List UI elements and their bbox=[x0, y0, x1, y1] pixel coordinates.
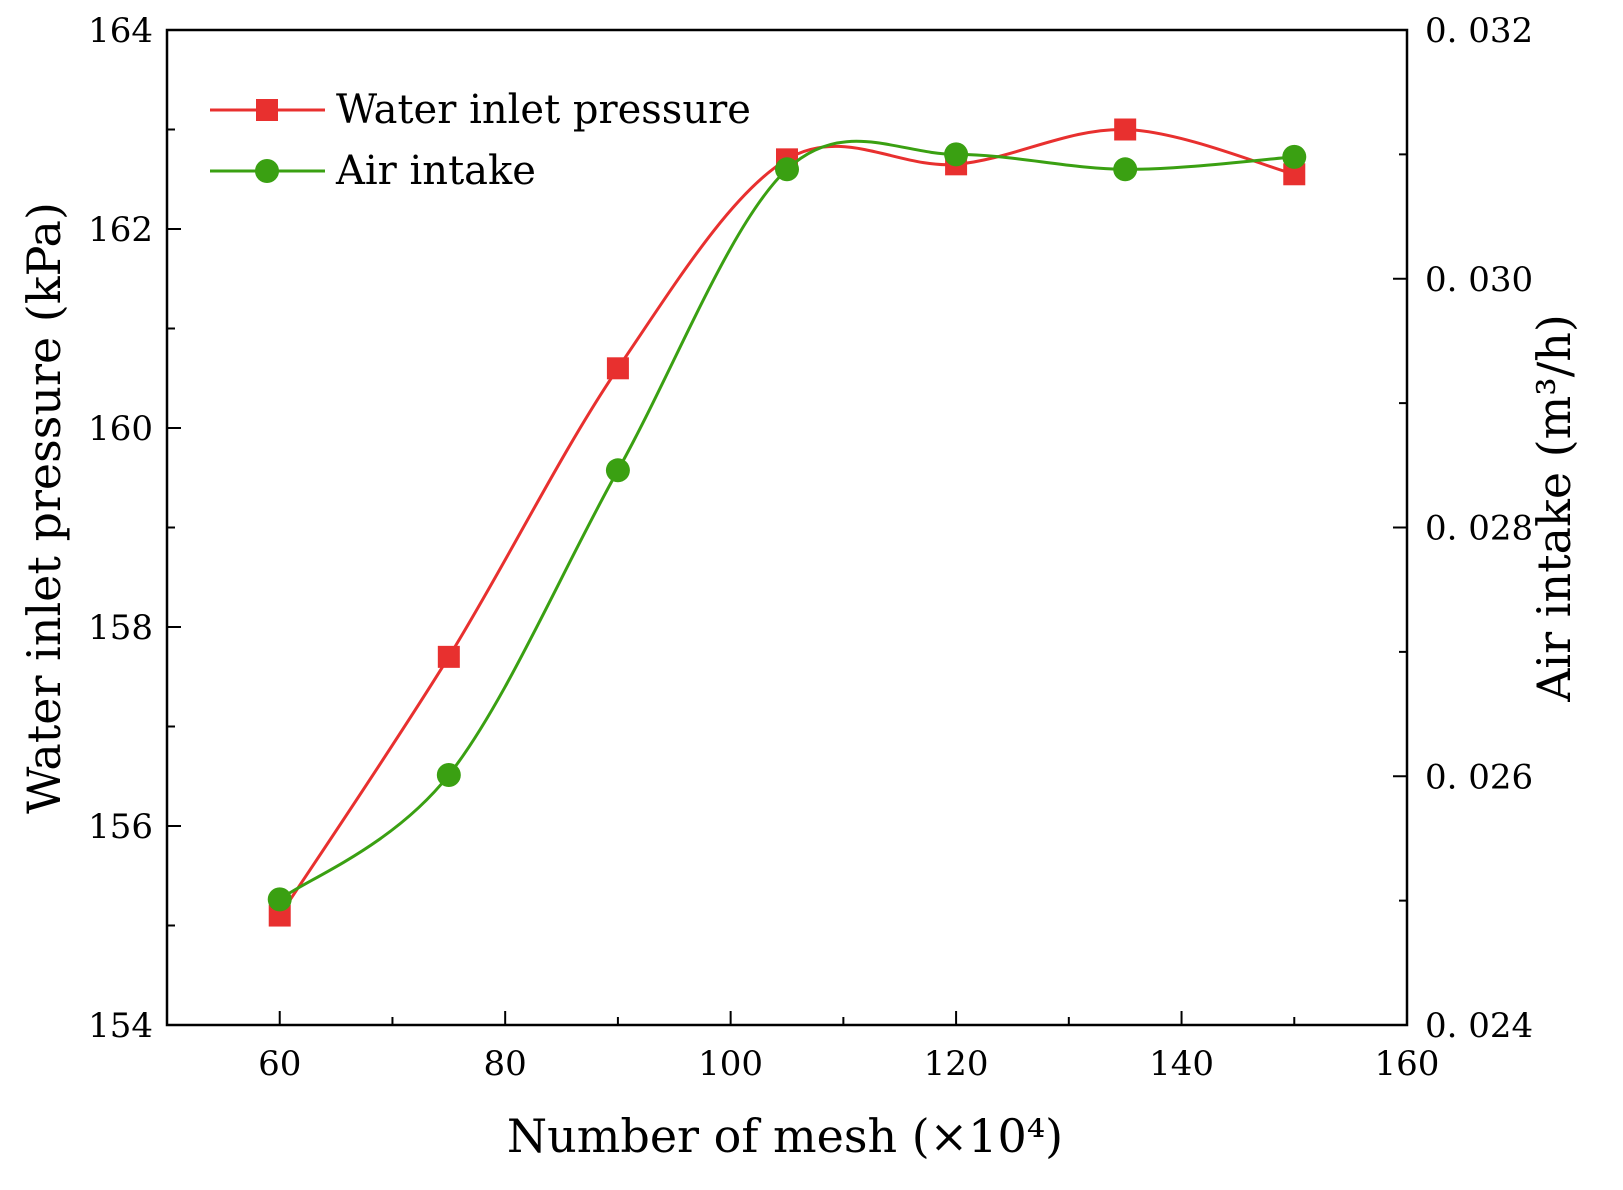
y-right-tick-label: 0. 030 bbox=[1425, 260, 1533, 300]
data-point-circle bbox=[605, 458, 630, 483]
data-point-square bbox=[437, 645, 460, 668]
legend-label: Air intake bbox=[335, 148, 536, 194]
y-right-tick-label: 0. 032 bbox=[1425, 11, 1533, 51]
data-point-square bbox=[606, 357, 629, 380]
data-point-square bbox=[1114, 118, 1137, 141]
series-line bbox=[278, 139, 1295, 901]
legend-marker-circle bbox=[255, 159, 279, 183]
axis-ticks: 60 80 100 120 140 160 154 156 158 160 162 164 0. 024… bbox=[88, 11, 1533, 1084]
x-tick-label: 140 bbox=[1149, 1044, 1214, 1084]
x-axis-title-text: Number of mesh (×10⁴) bbox=[507, 1109, 1063, 1163]
series-line bbox=[278, 127, 1295, 917]
legend: Water inlet pressure Air intake bbox=[210, 87, 751, 194]
series-water-inlet-pressure bbox=[268, 118, 1306, 927]
legend-item: Water inlet pressure bbox=[210, 87, 751, 133]
x-axis-title: Number of mesh (×10⁴) bbox=[507, 1109, 1063, 1163]
data-point-square bbox=[1283, 163, 1306, 186]
y-left-axis-title: Water inlet pressure (kPa) bbox=[17, 202, 71, 814]
data-point-circle bbox=[944, 142, 969, 167]
series-air-intake bbox=[267, 139, 1307, 912]
x-tick-label: 80 bbox=[484, 1044, 527, 1084]
y-right-tick-label: 0. 028 bbox=[1425, 509, 1533, 549]
y-left-tick-label: 158 bbox=[88, 608, 153, 648]
legend-label: Water inlet pressure bbox=[336, 87, 751, 133]
x-tick-label: 100 bbox=[698, 1044, 763, 1084]
y-left-tick-label: 154 bbox=[88, 1006, 153, 1046]
y-left-tick-label: 160 bbox=[88, 409, 153, 449]
y-right-tick-label: 0. 024 bbox=[1425, 1006, 1533, 1046]
x-tick-label: 60 bbox=[258, 1044, 301, 1084]
data-point-square bbox=[268, 904, 291, 927]
y-left-tick-label: 156 bbox=[88, 807, 153, 847]
data-point-circle bbox=[267, 887, 292, 912]
data-point-circle bbox=[436, 763, 461, 788]
y-right-tick-label: 0. 026 bbox=[1425, 757, 1533, 797]
data-point-circle bbox=[775, 157, 799, 182]
x-tick-label: 160 bbox=[1375, 1044, 1440, 1084]
x-tick-label: 120 bbox=[924, 1044, 989, 1084]
data-point-circle bbox=[1113, 157, 1138, 182]
y-left-tick-label: 164 bbox=[88, 11, 153, 51]
legend-marker-square bbox=[256, 99, 278, 121]
y-left-tick-label: 162 bbox=[88, 210, 153, 250]
series-lines bbox=[267, 118, 1307, 927]
legend-item: Air intake bbox=[210, 148, 536, 194]
y-right-axis-title: Air intake (m³/h) bbox=[1527, 314, 1581, 703]
data-point-circle bbox=[1282, 144, 1307, 169]
